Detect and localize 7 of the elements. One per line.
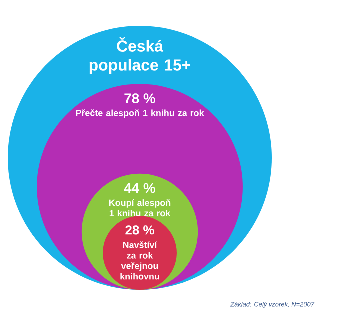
category-label: Přečte alespoň 1 knihu za rok: [76, 110, 204, 118]
text: Česká populace 15+: [90, 38, 191, 74]
data-label: 78 %: [124, 94, 156, 104]
category-label: Navštíví za rok veřejnou knihovnu: [120, 242, 160, 280]
data-label: 28 %: [126, 226, 154, 235]
category-label: Koupí alespoň 1 knihu za rok: [109, 199, 171, 217]
data-label: 44 %: [124, 183, 156, 194]
